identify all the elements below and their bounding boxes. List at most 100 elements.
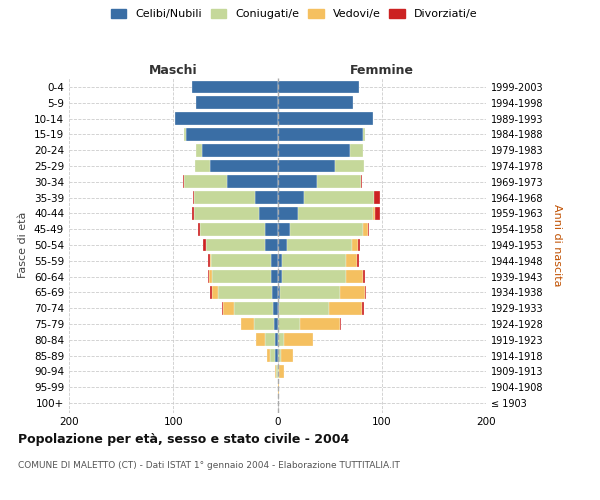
Bar [222, 302, 223, 314]
Bar [346, 254, 357, 267]
Bar [275, 350, 277, 362]
Bar [271, 270, 277, 283]
Bar [277, 192, 304, 204]
Bar [259, 207, 277, 220]
Bar [376, 207, 380, 220]
Bar [210, 160, 277, 172]
Bar [352, 238, 358, 252]
Bar [200, 223, 265, 235]
Bar [196, 144, 202, 156]
Bar [192, 207, 194, 220]
Bar [277, 160, 335, 172]
Bar [277, 207, 298, 220]
Bar [275, 334, 277, 346]
Bar [184, 176, 227, 188]
Bar [374, 192, 380, 204]
Bar [275, 365, 277, 378]
Bar [277, 176, 317, 188]
Bar [301, 318, 340, 330]
Bar [209, 270, 212, 283]
Bar [212, 286, 218, 298]
Bar [270, 350, 275, 362]
Bar [265, 238, 277, 252]
Bar [368, 223, 369, 235]
Text: Maschi: Maschi [149, 64, 197, 78]
Bar [358, 238, 360, 252]
Bar [223, 302, 234, 314]
Text: Popolazione per età, sesso e stato civile - 2004: Popolazione per età, sesso e stato civil… [18, 432, 349, 446]
Bar [361, 176, 362, 188]
Bar [196, 96, 277, 109]
Bar [277, 238, 287, 252]
Bar [274, 318, 277, 330]
Bar [202, 144, 277, 156]
Bar [298, 207, 373, 220]
Bar [277, 302, 278, 314]
Bar [281, 350, 293, 362]
Bar [254, 318, 274, 330]
Bar [363, 270, 365, 283]
Bar [346, 270, 363, 283]
Bar [184, 128, 186, 140]
Bar [274, 302, 277, 314]
Bar [277, 254, 281, 267]
Bar [192, 80, 277, 94]
Bar [280, 286, 340, 298]
Bar [277, 365, 278, 378]
Bar [277, 318, 301, 330]
Bar [277, 96, 353, 109]
Bar [210, 254, 211, 267]
Bar [254, 192, 277, 204]
Bar [265, 334, 275, 346]
Bar [277, 334, 284, 346]
Bar [212, 270, 271, 283]
Bar [277, 381, 278, 394]
Bar [272, 286, 277, 298]
Bar [317, 176, 361, 188]
Bar [340, 286, 365, 298]
Y-axis label: Fasce di età: Fasce di età [19, 212, 28, 278]
Legend: Celibi/Nubili, Coniugati/e, Vedovi/e, Divorziati/e: Celibi/Nubili, Coniugati/e, Vedovi/e, Di… [107, 6, 481, 22]
Bar [277, 128, 363, 140]
Bar [277, 80, 359, 94]
Bar [278, 365, 284, 378]
Bar [193, 192, 194, 204]
Bar [182, 176, 184, 188]
Bar [363, 223, 368, 235]
Bar [281, 270, 346, 283]
Bar [340, 318, 341, 330]
Bar [206, 238, 265, 252]
Bar [363, 128, 365, 140]
Bar [267, 350, 270, 362]
Bar [329, 302, 362, 314]
Bar [175, 112, 277, 125]
Bar [241, 318, 254, 330]
Bar [304, 192, 374, 204]
Bar [277, 112, 373, 125]
Bar [277, 286, 280, 298]
Bar [227, 176, 277, 188]
Bar [362, 302, 364, 314]
Bar [284, 334, 313, 346]
Bar [198, 223, 200, 235]
Bar [277, 223, 290, 235]
Bar [256, 334, 265, 346]
Y-axis label: Anni di nascita: Anni di nascita [552, 204, 562, 286]
Bar [194, 207, 259, 220]
Bar [194, 192, 254, 204]
Bar [208, 270, 209, 283]
Text: Femmine: Femmine [350, 64, 414, 78]
Bar [365, 286, 366, 298]
Bar [211, 254, 271, 267]
Bar [234, 302, 274, 314]
Bar [277, 144, 350, 156]
Bar [186, 128, 277, 140]
Bar [271, 254, 277, 267]
Bar [195, 160, 210, 172]
Bar [203, 238, 206, 252]
Bar [373, 207, 376, 220]
Bar [218, 286, 272, 298]
Bar [281, 254, 346, 267]
Bar [265, 223, 277, 235]
Bar [335, 160, 364, 172]
